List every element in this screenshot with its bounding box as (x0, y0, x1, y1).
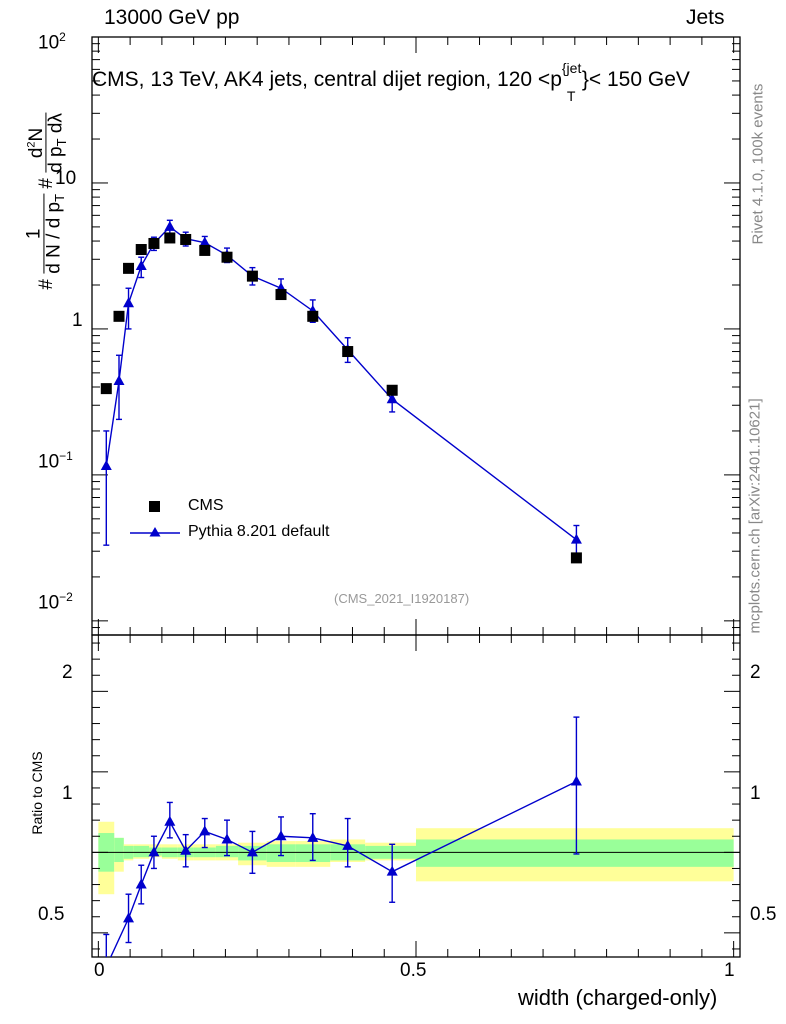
ratio-ytick-0.5-right: 0.5 (750, 904, 777, 925)
ratio-band-inner (133, 845, 150, 858)
ratio-ytick-1-right: 1 (750, 783, 761, 804)
plot-title-sup: {jet (561, 60, 582, 76)
plot-title-sub: T (566, 88, 576, 104)
ratio-mc-point (199, 825, 211, 836)
ratio-series (103, 716, 582, 957)
ratio-mc-point (307, 831, 319, 842)
ratio-ytick-1: 1 (62, 783, 73, 804)
ratio-ytick-2-right: 2 (750, 662, 761, 683)
xaxis-title: width (charged-only) (518, 985, 718, 1010)
legend: CMS Pythia 8.201 default (125, 495, 385, 555)
main-ytick-0.01: 10−2 (38, 590, 73, 614)
ratio-mc-point (164, 815, 176, 826)
data-point (386, 384, 398, 396)
main-ytick-10: 10 (55, 168, 77, 189)
category-label: Jets (686, 6, 725, 29)
ratio-ytick-2: 2 (62, 662, 73, 683)
data-point (123, 262, 135, 274)
ratio-bands (98, 821, 734, 895)
mc-point (164, 220, 176, 231)
mc-point (113, 374, 125, 385)
ratio-mc-point (386, 865, 398, 876)
legend-mc-marker (130, 527, 180, 537)
ratio-mc-point (246, 846, 258, 857)
rivet-label: Rivet 4.1.0, 100k events (749, 83, 767, 245)
mc-point (135, 259, 147, 270)
ratio-band-inner (416, 839, 734, 867)
ratio-mc-point (135, 878, 147, 889)
mc-point (570, 533, 582, 544)
ratio-mc-point (275, 830, 287, 841)
mc-point (386, 393, 398, 404)
analysis-id: (CMS_2021_I1920187) (334, 591, 470, 606)
main-series (100, 219, 582, 564)
legend-data-label: CMS (188, 497, 224, 514)
data-point (113, 310, 125, 322)
plot-title: CMS, 13 TeV, AK4 jets, central dijet reg… (92, 60, 690, 104)
ratio-mc-point (570, 775, 582, 786)
legend-mc-label: Pythia 8.201 default (188, 523, 330, 540)
energy-label: 13000 GeV pp (104, 6, 240, 29)
main-ytick-1: 1 (72, 310, 83, 331)
data-point (199, 244, 211, 256)
main-ytick-100: 102 (38, 30, 66, 54)
mc-point (199, 236, 211, 247)
data-point (164, 232, 176, 244)
mc-line (105, 225, 577, 541)
mc-point (100, 460, 112, 471)
data-point (100, 383, 112, 395)
ratio-mc-point (180, 844, 192, 855)
ratio-ytick-0.5: 0.5 (38, 904, 65, 925)
plot-title-end: }< 150 GeV (581, 68, 690, 91)
plot-title-main: CMS, 13 TeV, AK4 jets, central dijet reg… (92, 68, 562, 91)
data-series (100, 219, 582, 957)
data-point (307, 310, 319, 322)
legend-data-marker (149, 501, 160, 512)
data-point (342, 346, 354, 358)
xtick-0: 0 (94, 960, 105, 981)
data-point (570, 552, 582, 564)
main-ytick-0.1: 10−1 (38, 449, 73, 473)
mc-point (123, 297, 135, 308)
ratio-mc-point (123, 912, 135, 923)
ratio-mc-point (148, 846, 160, 857)
ratio-band-inner (114, 837, 124, 863)
data-point (221, 251, 233, 263)
ratio-ylabel: Ratio to CMS (29, 751, 45, 835)
ratio-frame (91, 634, 741, 958)
xtick-0.5: 0.5 (400, 960, 427, 981)
data-point (246, 270, 258, 282)
ratio-mc-line (109, 780, 577, 957)
ratio-mc-point (221, 833, 233, 844)
xtick-1: 1 (724, 960, 735, 981)
data-point (180, 233, 192, 245)
data-point (148, 237, 160, 249)
data-point (135, 244, 147, 256)
plot-frames (91, 36, 741, 958)
mcplots-label: mcplots.cern.ch [arXiv:2401.10621] (746, 398, 764, 634)
data-point (275, 289, 287, 301)
ratio-mc-point (342, 839, 354, 850)
